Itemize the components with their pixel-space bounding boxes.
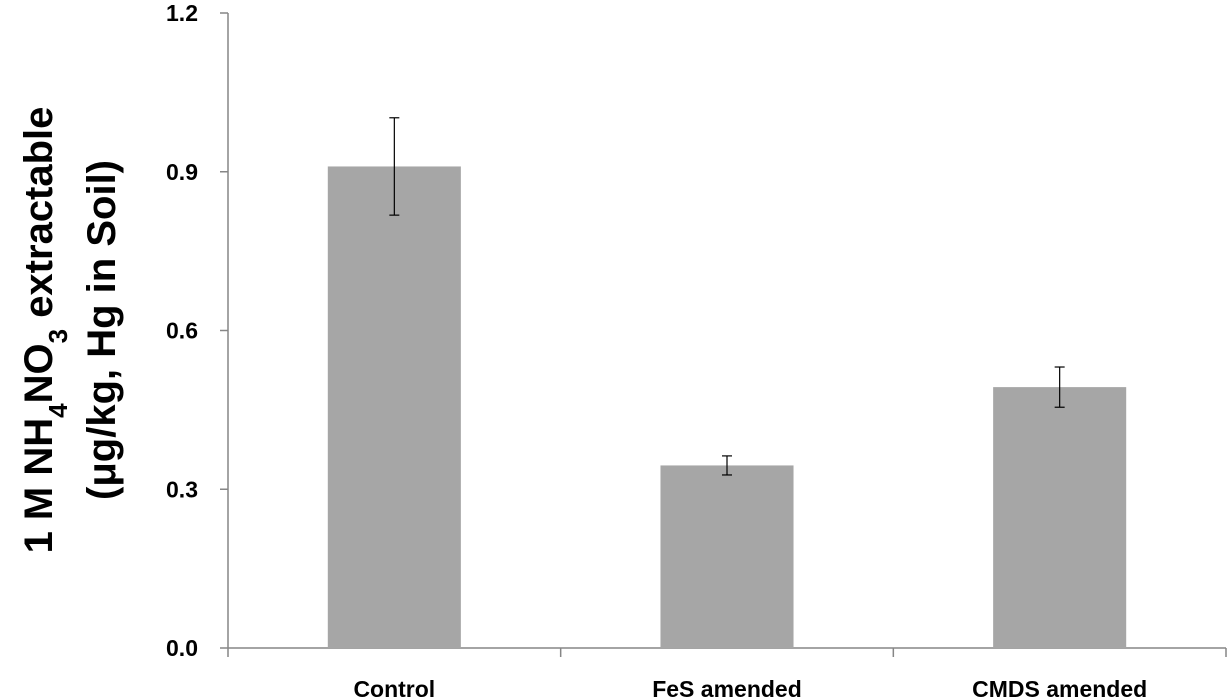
x-tick-labels: Control FeS amended CMDS amended [353,676,1147,700]
x-tick-label: CMDS amended [972,676,1147,700]
y-tick-label: 0.3 [166,476,198,502]
error-bars [389,117,1065,476]
y-tick-label: 1.2 [166,0,198,26]
y-axis-title-line2: (μg/kg, Hg in Soil) [80,160,124,500]
bar [660,465,794,648]
y-tick-label: 0.6 [166,318,198,344]
bars [327,166,1127,649]
bar [327,166,461,649]
y-axis-title-line1: 1 M NH4NO3 extractable [17,107,73,554]
x-tick-label: Control [353,676,435,700]
bar [993,387,1127,648]
y-tick-label: 0.0 [166,635,198,661]
y-axis-title: 1 M NH4NO3 extractable (μg/kg, Hg in Soi… [17,107,124,554]
y-tick-label: 0.9 [166,159,198,185]
x-tick-label: FeS amended [652,676,802,700]
y-tick-labels: 0.0 0.3 0.6 0.9 1.2 [166,0,198,661]
